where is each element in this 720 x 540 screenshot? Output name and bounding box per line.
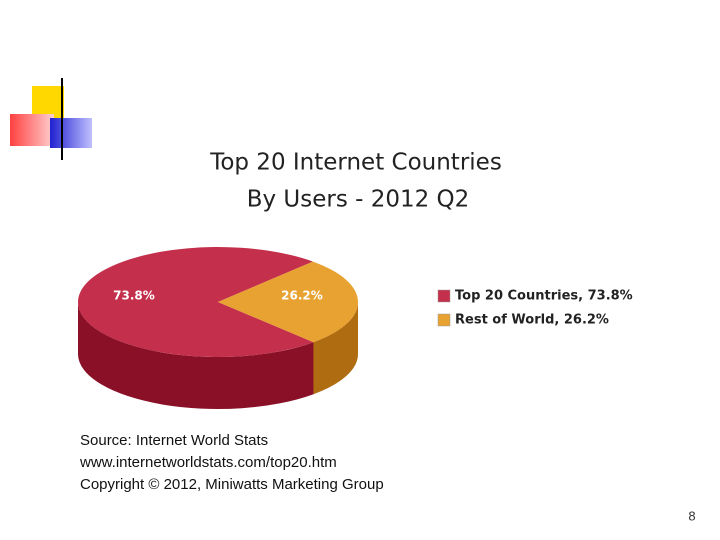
legend: Top 20 Countries, 73.8% Rest of World, 26… <box>437 289 633 328</box>
legend-label: Top 20 Countries, 73.8% <box>455 289 633 304</box>
slice <box>77 247 314 358</box>
legend-swatch <box>437 313 451 327</box>
data-label: 26.2% <box>281 288 323 302</box>
chart-subtitle: By Users - 2012 Q2 <box>247 187 470 213</box>
source-line: Source: Internet World Stats <box>80 432 268 449</box>
legend-label: Rest of World, 26.2% <box>455 313 609 328</box>
slice <box>218 261 358 343</box>
source-line: www.internetworldstats.com/top20.htm <box>79 454 337 471</box>
slice-side <box>313 302 358 395</box>
legend-swatch <box>437 289 451 303</box>
chart-title: Top 20 Internet Countries <box>209 150 502 176</box>
data-label: 73.8% <box>113 289 155 303</box>
pie: 73.8% 26.2% <box>77 247 358 409</box>
decoration <box>10 78 665 160</box>
page-number: 8 <box>688 508 695 523</box>
slice-side <box>78 302 314 409</box>
source-line: Copyright © 2012, Miniwatts Marketing Gr… <box>80 476 384 493</box>
